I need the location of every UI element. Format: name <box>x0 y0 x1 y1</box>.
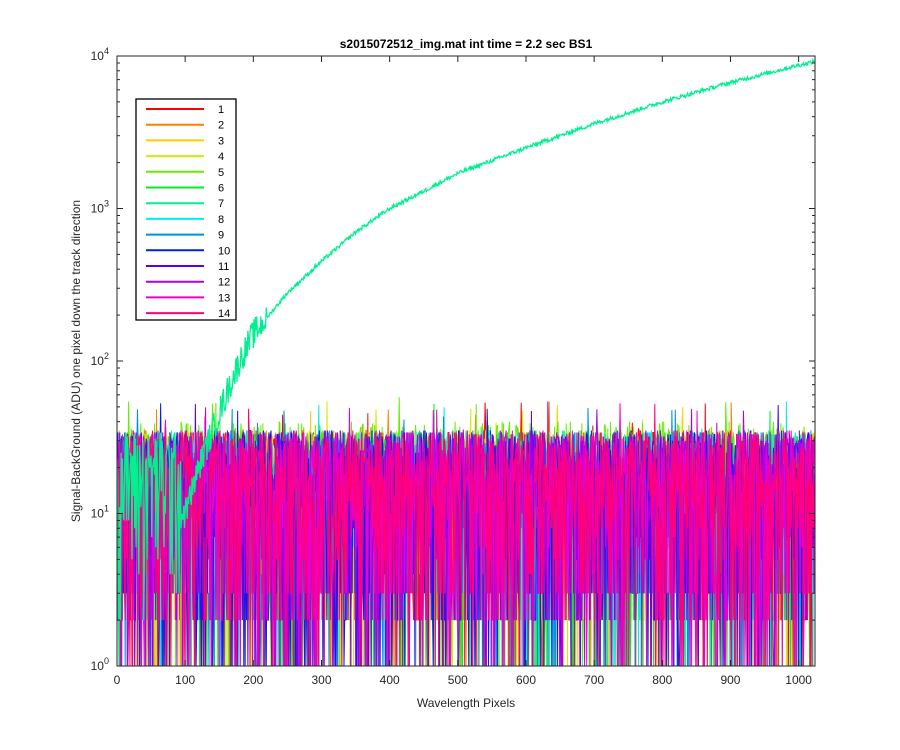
x-tick-label: 900 <box>720 673 740 687</box>
y-axis-label: Signal-BackGround (ADU) one pixel down t… <box>69 200 83 522</box>
x-tick-label: 100 <box>175 673 195 687</box>
series-line-7 <box>117 57 815 666</box>
x-tick-label: 500 <box>448 673 468 687</box>
legend-label-5: 5 <box>218 167 224 179</box>
legend-label-3: 3 <box>218 135 224 147</box>
legend-label-10: 10 <box>218 245 230 257</box>
legend-label-7: 7 <box>218 198 224 210</box>
legend-label-4: 4 <box>218 151 224 163</box>
x-tick-label: 0 <box>114 673 121 687</box>
legend-label-13: 13 <box>218 292 230 304</box>
legend-label-11: 11 <box>218 261 229 273</box>
legend-label-1: 1 <box>218 104 224 116</box>
x-tick-label: 800 <box>652 673 672 687</box>
y-tick-label: 101 <box>91 504 109 521</box>
x-tick-label: 300 <box>311 673 331 687</box>
legend-label-2: 2 <box>218 120 224 132</box>
y-tick-label: 102 <box>91 351 109 368</box>
series-line-14 <box>117 403 815 666</box>
x-tick-label: 1000 <box>785 673 812 687</box>
y-tick-label: 100 <box>91 656 109 673</box>
x-axis: 0 100 200 300 400 500 600 700 800 900 1000 <box>114 56 812 687</box>
x-axis-label: Wavelength Pixels <box>417 696 515 710</box>
legend-box <box>135 98 237 321</box>
legend-label-8: 8 <box>218 214 224 226</box>
y-tick-label: 103 <box>91 199 109 216</box>
legend-label-14: 14 <box>218 308 230 320</box>
x-tick-label: 600 <box>516 673 536 687</box>
axes-frame <box>116 55 816 667</box>
x-tick-label: 400 <box>380 673 400 687</box>
legend-label-9: 9 <box>218 230 224 242</box>
legend-label-6: 6 <box>218 183 224 195</box>
x-tick-label: 200 <box>243 673 263 687</box>
y-tick-label: 104 <box>91 46 109 63</box>
x-tick-label: 700 <box>584 673 604 687</box>
chart-title: s2015072512_img.mat int time = 2.2 sec B… <box>340 37 593 51</box>
plot-area <box>117 57 815 666</box>
legend-label-12: 12 <box>218 277 230 289</box>
